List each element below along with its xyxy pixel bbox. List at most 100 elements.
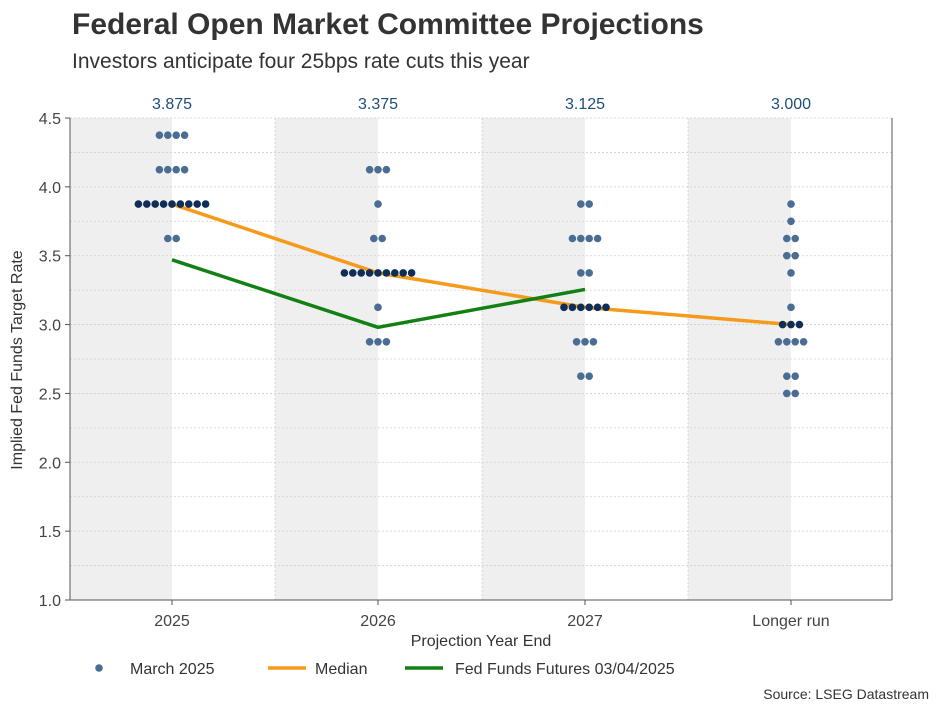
dot-marker bbox=[151, 200, 159, 208]
y-tick-label: 4.0 bbox=[39, 180, 61, 197]
median-value-label: 3.375 bbox=[358, 96, 398, 113]
dot-marker bbox=[791, 234, 799, 243]
series-lines bbox=[171, 202, 792, 330]
y-tick-label: 2.5 bbox=[39, 386, 61, 403]
dot-marker bbox=[374, 269, 382, 277]
dot-marker bbox=[143, 200, 151, 208]
y-axis-title: Implied Fed Funds Target Rate bbox=[9, 250, 26, 469]
dot-marker bbox=[180, 131, 189, 140]
dot-marker bbox=[382, 269, 391, 277]
source-note: Source: LSEG Datastream bbox=[763, 686, 929, 702]
dot-marker bbox=[585, 303, 593, 312]
dot-marker bbox=[365, 165, 374, 174]
dot-marker bbox=[365, 337, 374, 346]
dot-marker bbox=[774, 337, 783, 346]
dot-marker bbox=[787, 303, 795, 312]
dot-marker bbox=[193, 200, 201, 208]
dot-marker bbox=[391, 269, 399, 277]
dot-marker bbox=[787, 269, 795, 277]
dot-marker bbox=[374, 165, 382, 174]
median-value-label: 3.875 bbox=[152, 96, 192, 113]
dot-marker bbox=[374, 303, 382, 312]
dot-marker bbox=[791, 372, 799, 381]
dot-marker bbox=[374, 337, 382, 346]
legend: March 2025 Median Fed Funds Futures 03/0… bbox=[95, 661, 675, 678]
dot-marker bbox=[791, 389, 799, 398]
y-tick-label: 3.0 bbox=[39, 318, 61, 335]
dot-marker bbox=[783, 251, 791, 260]
x-tick-label: 2027 bbox=[567, 613, 603, 630]
dot-marker bbox=[787, 320, 795, 329]
dot-marker bbox=[585, 200, 593, 208]
legend-label-march-2025: March 2025 bbox=[130, 661, 215, 678]
dot-marker bbox=[180, 165, 189, 174]
median-value-label: 3.000 bbox=[771, 96, 811, 113]
dot-marker bbox=[602, 303, 610, 312]
legend-dot-marker bbox=[95, 664, 103, 672]
dot-marker bbox=[164, 234, 172, 243]
dot-marker bbox=[783, 337, 791, 346]
dot-marker bbox=[172, 165, 180, 174]
dot-marker bbox=[791, 337, 799, 346]
dot-marker bbox=[783, 234, 791, 243]
y-tick-label: 2.0 bbox=[39, 455, 61, 472]
dot-marker bbox=[585, 234, 593, 243]
dot-marker bbox=[201, 200, 210, 208]
dot-marker bbox=[577, 200, 585, 208]
y-axis-ticks: 1.0 1.5 2.0 2.5 3.0 3.5 4.0 4.5 bbox=[39, 111, 70, 610]
dot-marker bbox=[185, 200, 193, 208]
dot-marker bbox=[593, 234, 602, 243]
dot-marker bbox=[791, 251, 799, 260]
chart-title: Federal Open Market Committee Projection… bbox=[72, 8, 704, 41]
median-labels: 3.875 3.375 3.125 3.000 bbox=[152, 96, 811, 113]
dot-markers bbox=[134, 131, 808, 398]
x-tick-label: 2025 bbox=[154, 613, 190, 630]
dot-marker bbox=[155, 165, 164, 174]
dot-marker bbox=[159, 200, 168, 208]
x-axis-title: Projection Year End bbox=[411, 633, 552, 650]
dot-marker bbox=[560, 303, 568, 312]
y-tick-label: 1.0 bbox=[39, 593, 61, 610]
dot-marker bbox=[349, 269, 357, 277]
dot-marker bbox=[374, 200, 382, 208]
dot-marker bbox=[589, 337, 598, 346]
category-band-0 bbox=[70, 118, 172, 600]
dot-marker bbox=[577, 234, 585, 243]
dot-marker bbox=[799, 337, 808, 346]
dot-marker bbox=[783, 389, 791, 398]
dot-marker bbox=[568, 303, 577, 312]
dot-marker bbox=[572, 337, 581, 346]
axes bbox=[69, 118, 893, 601]
dot-marker bbox=[370, 234, 378, 243]
x-axis-ticks: 2025 2026 2027 Longer run bbox=[154, 600, 830, 630]
dot-marker bbox=[577, 303, 585, 312]
dot-marker bbox=[407, 269, 416, 277]
dot-marker bbox=[783, 372, 791, 381]
dot-marker bbox=[172, 131, 180, 140]
dot-marker bbox=[581, 337, 589, 346]
fed-funds-futures-line bbox=[171, 258, 586, 330]
legend-label-futures: Fed Funds Futures 03/04/2025 bbox=[455, 661, 675, 678]
dot-marker bbox=[787, 217, 795, 226]
dot-marker bbox=[382, 165, 391, 174]
dot-marker bbox=[585, 269, 593, 277]
legend-label-median: Median bbox=[315, 661, 367, 678]
dot-marker bbox=[787, 200, 795, 208]
y-tick-label: 4.5 bbox=[39, 111, 61, 128]
dot-marker bbox=[378, 234, 387, 243]
dot-marker bbox=[340, 269, 349, 277]
chart-subtitle: Investors anticipate four 25bps rate cut… bbox=[72, 50, 530, 73]
dot-marker bbox=[357, 269, 366, 277]
dot-marker bbox=[365, 269, 374, 277]
gridlines bbox=[70, 117, 892, 600]
dot-marker bbox=[155, 131, 164, 140]
dot-marker bbox=[164, 165, 172, 174]
dot-marker bbox=[577, 269, 585, 277]
dot-marker bbox=[399, 269, 408, 277]
y-tick-label: 1.5 bbox=[39, 524, 61, 541]
category-band-2 bbox=[482, 118, 585, 600]
median-line bbox=[171, 202, 792, 327]
dot-marker bbox=[172, 234, 180, 243]
dot-marker bbox=[382, 337, 391, 346]
